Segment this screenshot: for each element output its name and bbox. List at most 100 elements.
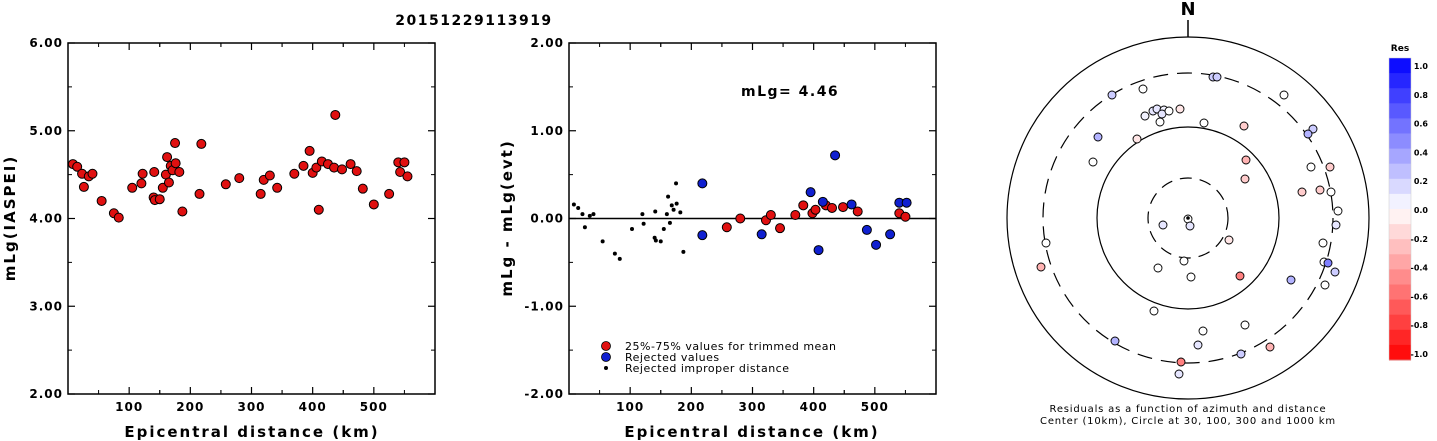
left-data-point <box>298 160 309 171</box>
colorbar-label: -0.2 <box>1411 235 1429 244</box>
left-data-point <box>345 159 356 170</box>
station-residual-point <box>1193 340 1203 350</box>
improper-distance-point <box>678 210 683 215</box>
left-data-point <box>177 206 188 217</box>
colorbar-label: -0.6 <box>1411 292 1429 301</box>
trimmed-residual-point <box>765 209 776 220</box>
middle-xtick-label: 300 <box>738 400 766 414</box>
middle-ytick-label: 1.00 <box>530 124 564 138</box>
left-data-point <box>329 162 340 173</box>
left-data-point <box>311 162 322 173</box>
station-residual-point <box>1320 280 1330 290</box>
left-xtick-label: 400 <box>299 400 327 414</box>
left-data-point <box>272 182 283 193</box>
rejected-residual-point <box>846 199 857 210</box>
rejected-residual-point <box>861 224 872 235</box>
station-residual-point <box>1185 221 1195 231</box>
left-data-point <box>255 188 266 199</box>
left-data-point <box>264 170 275 181</box>
left-data-point <box>399 157 410 168</box>
left-xlabel: Epicentral distance (km) <box>124 423 379 441</box>
left-data-point <box>304 145 315 156</box>
improper-distance-point <box>666 194 671 199</box>
colorbar-swatch <box>1389 178 1411 195</box>
colorbar-swatch <box>1389 269 1411 285</box>
improper-distance-point <box>641 221 646 226</box>
ring-100km <box>1096 126 1280 310</box>
left-data-point <box>402 171 413 182</box>
colorbar-swatch <box>1389 193 1411 210</box>
improper-distance-point <box>612 251 617 256</box>
colorbar-swatch <box>1389 88 1411 104</box>
station-residual-point <box>1158 220 1168 230</box>
station-residual-point <box>1325 162 1335 172</box>
station-residual-point <box>1297 187 1307 197</box>
colorbar-swatch <box>1389 58 1411 74</box>
station-residual-point <box>1315 185 1325 195</box>
station-residual-point <box>1140 111 1150 121</box>
north-label: N <box>1180 0 1195 20</box>
colorbar-swatch <box>1389 118 1411 134</box>
station-residual-point <box>1333 206 1343 216</box>
left-data-point <box>137 168 148 179</box>
rejected-residual-point <box>697 230 708 241</box>
station-residual-point <box>1265 342 1275 352</box>
mlg-annotation: mLg= 4.46 <box>741 84 839 100</box>
station-residual-point <box>1235 271 1245 281</box>
improper-distance-point <box>653 238 658 243</box>
station-residual-point <box>1326 187 1336 197</box>
middle-ytick-label: 2.00 <box>530 36 564 50</box>
colorbar-label: -0.4 <box>1411 264 1429 273</box>
improper-distance-point <box>664 212 669 217</box>
legend-marker-improper <box>604 366 608 370</box>
colorbar-swatch <box>1389 163 1411 180</box>
left-xtick-label: 100 <box>115 400 143 414</box>
station-residual-point <box>1279 90 1289 100</box>
station-residual-point <box>1323 258 1333 268</box>
colorbar-swatch <box>1389 148 1411 165</box>
station-residual-point <box>1138 84 1148 94</box>
colorbar-label: 0.6 <box>1414 120 1429 129</box>
station-residual-point <box>1132 134 1142 144</box>
left-data-point <box>96 195 107 206</box>
legend-label-rejected: Rejected values <box>625 351 720 364</box>
middle-xtick-label: 100 <box>616 400 644 414</box>
station-residual-point <box>1175 104 1185 114</box>
colorbar-swatch <box>1389 329 1411 346</box>
colorbar-label: 0.2 <box>1414 177 1428 186</box>
left-data-point <box>351 166 362 177</box>
left-data-point <box>194 188 205 199</box>
colorbar-swatch <box>1389 103 1411 119</box>
trimmed-residual-point <box>735 213 746 224</box>
rejected-residual-point <box>817 196 828 207</box>
left-data-point <box>234 173 245 184</box>
left-data-point <box>357 183 368 194</box>
colorbar-swatch <box>1389 239 1411 255</box>
improper-distance-point <box>571 202 576 207</box>
station-residual-point <box>1306 162 1316 172</box>
left-data-point <box>113 212 124 223</box>
station-residual-point <box>1236 349 1246 359</box>
left-data-point <box>289 168 300 179</box>
left-data-point <box>162 152 173 163</box>
legend-label-trimmed: 25%-75% values for trimmed mean <box>625 340 837 353</box>
colorbar-swatch <box>1389 224 1411 240</box>
station-residual-point <box>1186 272 1196 282</box>
rejected-residual-point <box>830 150 841 161</box>
left-ytick-label: 5.00 <box>29 124 63 138</box>
trimmed-residual-point <box>810 204 821 215</box>
improper-distance-point <box>580 212 585 217</box>
colorbar-swatch <box>1389 209 1411 225</box>
station-residual-point <box>1286 275 1296 285</box>
colorbar-swatch <box>1389 284 1411 301</box>
left-data-point <box>127 182 138 193</box>
station-residual-point <box>1110 336 1120 346</box>
left-ytick-label: 4.00 <box>29 212 63 226</box>
station-residual-point <box>1088 157 1098 167</box>
colorbar-swatch <box>1389 314 1411 331</box>
station-residual-point <box>1241 155 1251 165</box>
rejected-residual-point <box>813 245 824 256</box>
station-residual-point <box>1198 326 1208 336</box>
middle-xtick-label: 400 <box>800 400 828 414</box>
